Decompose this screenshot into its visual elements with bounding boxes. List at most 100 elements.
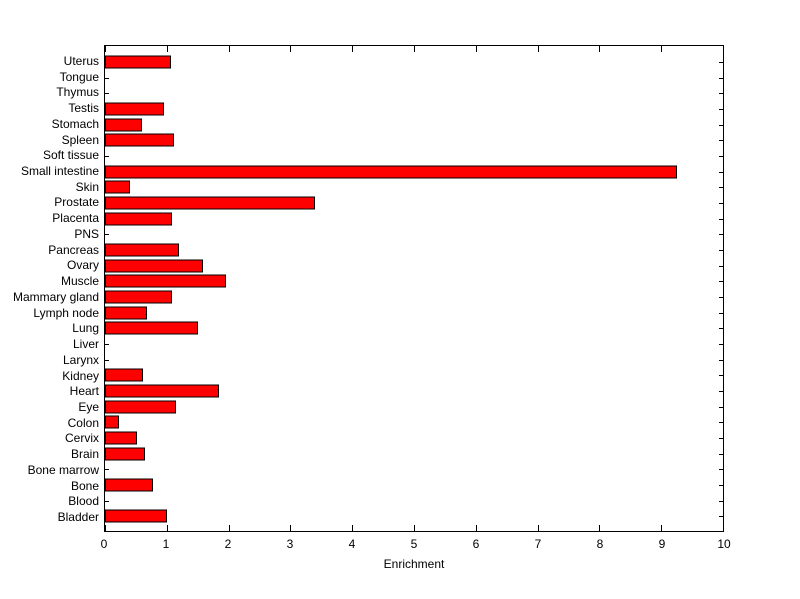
y-axis-label: Liver — [72, 337, 99, 352]
bar — [105, 212, 173, 226]
y-axis-label: Kidney — [62, 368, 99, 383]
x-tick-bottom — [475, 525, 477, 531]
y-axis-label: Testis — [68, 101, 99, 116]
y-axis-label: PNS — [74, 226, 99, 241]
bar-row — [105, 477, 723, 493]
y-axis-label: Small intestine — [20, 164, 99, 178]
y-axis-label: Larynx — [62, 352, 99, 367]
x-tick-top — [599, 46, 601, 52]
y-tick-right — [719, 171, 723, 173]
x-tick-bottom — [228, 525, 230, 531]
bar — [105, 118, 143, 132]
bar — [105, 384, 220, 398]
y-axis-label: Tongue — [59, 69, 99, 84]
bar-row — [105, 148, 723, 164]
bar-row — [105, 70, 723, 86]
y-axis-labels: Uterus Tongue Thymus Testis Stomach Spleen Sof… — [0, 45, 99, 532]
y-tick-right — [719, 77, 723, 79]
y-axis-label: Eye — [78, 400, 99, 415]
y-tick-right — [719, 124, 723, 126]
y-tick-right — [719, 140, 723, 142]
y-tick-right — [719, 234, 723, 236]
y-tick-left — [105, 359, 109, 361]
x-tick-bottom — [166, 525, 168, 531]
bar-row — [105, 493, 723, 509]
x-tick-top — [105, 46, 106, 52]
bar-row — [105, 446, 723, 462]
y-tick-right — [719, 249, 723, 251]
bar-row — [105, 258, 723, 274]
bar-row — [105, 367, 723, 383]
x-axis-tick-label: 10 — [717, 537, 731, 551]
x-tick-top — [228, 46, 230, 52]
y-tick-right — [719, 108, 723, 110]
x-tick-top — [661, 46, 663, 52]
bar-row — [105, 336, 723, 352]
x-tick-bottom — [352, 525, 354, 531]
y-axis-label: Bladder — [57, 510, 99, 525]
y-tick-right — [719, 390, 723, 392]
bar — [105, 447, 146, 461]
x-tick-bottom — [661, 525, 663, 531]
y-tick-right — [719, 218, 723, 220]
y-tick-right — [719, 187, 723, 189]
y-axis-label: Cervix — [64, 431, 99, 446]
bar — [105, 196, 316, 210]
y-tick-right — [719, 328, 723, 330]
x-axis-tick-label: 1 — [162, 537, 170, 551]
bar-row — [105, 85, 723, 101]
bar — [105, 55, 172, 69]
x-tick-top — [537, 46, 539, 52]
y-axis-label: Soft tissue — [42, 148, 99, 163]
y-tick-right — [719, 453, 723, 455]
bar-row — [105, 305, 723, 321]
y-axis-label: Skin — [75, 179, 99, 194]
x-axis-tick-label: 6 — [472, 537, 480, 551]
x-axis-tick-label: 9 — [658, 537, 666, 551]
bar — [105, 165, 677, 179]
bar-row — [105, 352, 723, 368]
x-tick-bottom — [599, 525, 601, 531]
y-axis-label: Bone marrow — [27, 462, 99, 477]
bar — [105, 180, 130, 194]
x-tick-top — [475, 46, 477, 52]
x-tick-top — [723, 46, 724, 52]
bar-row — [105, 195, 723, 211]
bar-row — [105, 226, 723, 242]
y-tick-right — [719, 265, 723, 267]
x-tick-top — [290, 46, 292, 52]
y-axis-label: Bone — [70, 478, 99, 493]
bar-row — [105, 289, 723, 305]
y-tick-right — [719, 422, 723, 424]
y-tick-right — [719, 469, 723, 471]
y-axis-label: Muscle — [60, 274, 99, 289]
bar — [105, 290, 173, 304]
bar — [105, 478, 153, 492]
x-axis-tick-label: 3 — [286, 537, 294, 551]
bar-row — [105, 508, 723, 524]
y-tick-left — [105, 155, 109, 157]
x-tick-bottom — [290, 525, 292, 531]
y-axis-label: Placenta — [52, 211, 99, 226]
y-tick-right — [719, 437, 723, 439]
x-axis-tick-label: 2 — [224, 537, 232, 551]
y-tick-right — [719, 406, 723, 408]
bar — [105, 274, 226, 288]
y-tick-left — [105, 469, 109, 471]
x-axis-tick-labels: 0 1 2 3 4 5 6 7 8 9 10 — [101, 537, 731, 553]
y-axis-label: Lymph node — [33, 305, 99, 320]
bar-row — [105, 179, 723, 195]
y-tick-right — [719, 359, 723, 361]
bar — [105, 133, 175, 147]
bar-row — [105, 383, 723, 399]
bar — [105, 415, 119, 429]
plot-area — [104, 45, 724, 532]
y-axis-label: Ovary — [66, 258, 99, 273]
bar — [105, 509, 167, 523]
y-axis-label: Lung — [72, 321, 99, 336]
bar-row — [105, 54, 723, 70]
y-tick-right — [719, 312, 723, 314]
bar-row — [105, 211, 723, 227]
x-axis-tick-label: 4 — [348, 537, 356, 551]
bar-row — [105, 414, 723, 430]
